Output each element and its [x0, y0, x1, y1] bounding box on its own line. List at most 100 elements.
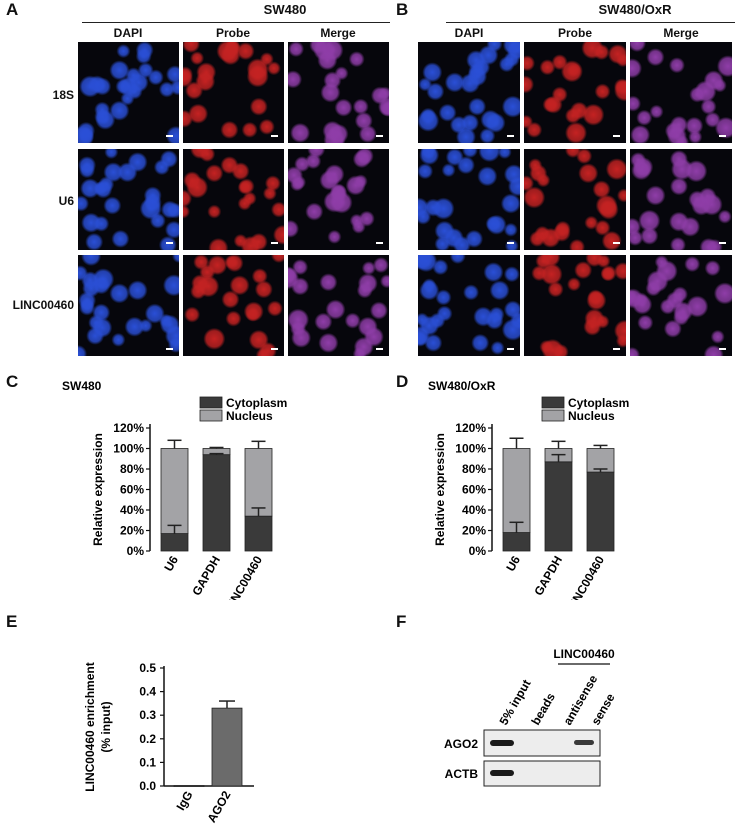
- chart-d-xtick-gapdh: GAPDH: [531, 554, 565, 599]
- scale-bar: [507, 242, 514, 244]
- panel-b-col-dapi: DAPI: [454, 26, 484, 40]
- western-ago2-band-input: [490, 740, 514, 746]
- panel-letter-c: C: [6, 372, 19, 391]
- western-lane-beads: beads: [528, 690, 558, 727]
- panel-b-title: SW480/OxR: [598, 2, 672, 17]
- micrograph-b-r2-merge: [630, 149, 732, 250]
- micrograph-a-r1-probe: [183, 42, 284, 143]
- chart-e-ylabel-line1: LINC00460 enrichment: [83, 662, 97, 791]
- micrograph-a-r2-dapi: [78, 149, 179, 250]
- chart-c-ytick-label: 0%: [127, 544, 145, 558]
- chart-d-legend-swatch-cytoplasm: [541, 396, 565, 409]
- scale-bar: [271, 348, 278, 350]
- panel-a-col-merge: Merge: [320, 26, 356, 40]
- panel-letter-b: B: [396, 0, 409, 19]
- micrograph-a-r3-merge: [288, 255, 389, 356]
- micrograph-a-r1-merge: [288, 42, 389, 143]
- panel-a-row-18s: 18S: [52, 88, 74, 102]
- scale-bar: [271, 242, 278, 244]
- chart-d-ytick-label: 100%: [455, 442, 486, 456]
- chart-e-ytick-label: 0.5: [139, 661, 156, 675]
- chart-c-bar-cytoplasm-u6: [160, 533, 189, 552]
- panel-a-title: SW480: [263, 2, 307, 17]
- western-actb-band-input: [490, 770, 514, 776]
- chart-d-legend-nucleus: Nucleus: [568, 409, 615, 423]
- western-lane-sense: sense: [588, 691, 617, 728]
- micrograph-b-r1-probe: [524, 42, 626, 143]
- chart-e-ytick-label: 0.3: [139, 708, 156, 722]
- chart-c-ylabel: Relative expression: [91, 433, 105, 546]
- scale-bar: [507, 348, 514, 350]
- western-row-ago2: AGO2: [444, 737, 478, 751]
- micrograph-a-r3-probe: [183, 255, 284, 356]
- chart-d-bar-cytoplasm-linc00460: [586, 471, 615, 552]
- micrograph-a-r1-dapi: [78, 42, 179, 143]
- chart-c-ytick-label: 100%: [113, 442, 144, 456]
- chart-d-xtick-linc00460: LINC00460: [564, 553, 607, 600]
- micrograph-b-r1-merge: [630, 42, 732, 143]
- panel-b-col-probe: Probe: [557, 26, 592, 40]
- panel-b-title-line: [446, 22, 735, 23]
- scale-bar: [507, 135, 514, 137]
- chart-d-ytick-label: 0%: [469, 544, 487, 558]
- chart-e-ytick-label: 0.1: [139, 755, 156, 769]
- chart-d-ytick-label: 80%: [462, 462, 486, 476]
- chart-e-ytick-label: 0.0: [139, 779, 156, 793]
- panel-a-title-line: [82, 22, 390, 23]
- chart-c-legend-swatch-nucleus: [199, 409, 223, 422]
- chart-d-ytick-label: 40%: [462, 503, 486, 517]
- chart-d-bar-cytoplasm-u6: [502, 532, 531, 552]
- western-group-label: LINC00460: [553, 647, 615, 661]
- chart-d-ytick-label: 60%: [462, 483, 486, 497]
- chart-c-bar-cytoplasm-linc00460: [244, 515, 273, 552]
- micrograph-b-r1-dapi: [418, 42, 520, 143]
- chart-e-bar-ago2: [211, 707, 243, 787]
- chart-c-ytick-label: 80%: [120, 462, 144, 476]
- western-ago2-band-sense: [574, 740, 594, 745]
- panel-a-col-probe: Probe: [215, 26, 250, 40]
- panel-a-col-dapi: DAPI: [113, 26, 143, 40]
- chart-d-xtick-u6: U6: [503, 553, 523, 574]
- chart-e-ylabel-line2: (% input): [99, 701, 113, 752]
- chart-c-ytick-label: 120%: [113, 421, 144, 435]
- chart-c-bar-nucleus-u6: [160, 448, 189, 534]
- micrograph-b-r2-probe: [524, 149, 626, 250]
- chart-e-ytick-label: 0.2: [139, 732, 156, 746]
- micrograph-a-r2-merge: [288, 149, 389, 250]
- panel-letter-a: A: [6, 0, 19, 19]
- scale-bar: [719, 348, 726, 350]
- chart-e: 0.0 0.1 0.2 0.3 0.4 0.5 LINC00460 enrichment (%…: [83, 661, 254, 825]
- scale-bar: [719, 135, 726, 137]
- chart-c-ytick-label: 40%: [120, 503, 144, 517]
- western-row-actb: ACTB: [445, 767, 479, 781]
- micrograph-b-r3-merge: [630, 255, 732, 356]
- chart-c-legend-cytoplasm: Cytoplasm: [226, 396, 287, 410]
- chart-c-xtick-linc00460: LINC00460: [222, 553, 265, 600]
- chart-c-xtick-gapdh: GAPDH: [189, 554, 223, 599]
- micrograph-b-r3-dapi: [418, 255, 520, 356]
- scale-bar: [719, 242, 726, 244]
- chart-c-bar-nucleus-linc00460: [244, 448, 273, 517]
- chart-d-bar-nucleus-u6: [502, 448, 531, 533]
- chart-d-ytick-label: 20%: [462, 524, 486, 538]
- chart-c-xtick-u6: U6: [161, 553, 181, 574]
- panel-a-row-u6: U6: [58, 194, 74, 208]
- chart-c-bar-cytoplasm-gapdh: [202, 454, 231, 552]
- chart-d-bar-cytoplasm-gapdh: [544, 461, 573, 552]
- panel-a-row-linc00460: LINC00460: [12, 298, 74, 312]
- scale-bar: [166, 348, 173, 350]
- chart-c-ytick-label: 60%: [120, 483, 144, 497]
- chart-e-ytick-label: 0.4: [139, 685, 156, 699]
- chart-c-title: SW480: [62, 379, 102, 393]
- panel-b-col-merge: Merge: [663, 26, 699, 40]
- chart-e-bar-igg: [173, 785, 205, 787]
- chart-c-ytick-label: 20%: [120, 524, 144, 538]
- scale-bar: [613, 348, 620, 350]
- micrograph-b-r3-probe: [524, 255, 626, 356]
- scale-bar: [166, 135, 173, 137]
- micrograph-b-r2-dapi: [418, 149, 520, 250]
- scale-bar: [376, 135, 383, 137]
